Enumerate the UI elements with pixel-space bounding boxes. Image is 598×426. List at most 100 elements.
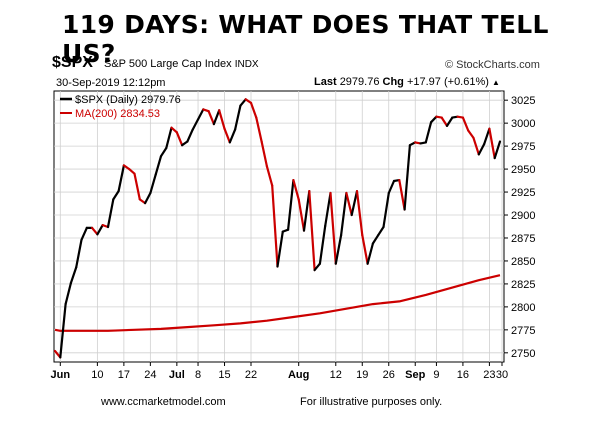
price-segment-up bbox=[239, 98, 247, 107]
last-value: 2979.76 bbox=[339, 76, 380, 88]
price-segment-up bbox=[154, 155, 163, 176]
price-segment-up bbox=[334, 234, 343, 265]
legend-label-ma: MA(200) 2834.53 bbox=[75, 108, 160, 120]
price-segment-up bbox=[382, 191, 390, 229]
x-tick-label: Sep bbox=[405, 369, 425, 381]
legend-label-price: $SPX (Daily) 2979.76 bbox=[75, 94, 181, 106]
ma200-line bbox=[54, 274, 501, 332]
series-layer bbox=[53, 98, 502, 359]
price-segment-down bbox=[271, 184, 279, 268]
grid-lines bbox=[54, 91, 504, 362]
price-segment-up bbox=[144, 191, 152, 205]
y-tick-label: 3025 bbox=[511, 95, 535, 107]
price-segment-up bbox=[112, 190, 120, 201]
y-tick-label: 3000 bbox=[511, 118, 535, 130]
price-segment-up bbox=[75, 238, 83, 269]
price-segment-up bbox=[366, 242, 374, 265]
footer-website: www.ccmarketmodel.com bbox=[101, 396, 226, 408]
price-segment-up bbox=[96, 224, 104, 236]
y-tick-label: 2950 bbox=[511, 164, 535, 176]
price-segment-down bbox=[265, 165, 274, 187]
x-tick-label: 24 bbox=[144, 369, 156, 381]
chg-value: +17.97 (+0.61%) bbox=[406, 76, 489, 88]
price-segment-up bbox=[313, 262, 321, 272]
price-segment-down bbox=[472, 136, 480, 156]
price-segment-up bbox=[159, 146, 168, 158]
footer-disclaimer: For illustrative purposes only. bbox=[300, 396, 443, 408]
price-segment-up bbox=[340, 191, 348, 237]
price-segment-down bbox=[170, 126, 178, 134]
y-tick-label: 2875 bbox=[511, 233, 535, 245]
price-segment-down bbox=[361, 234, 369, 265]
price-segment-up bbox=[430, 115, 438, 124]
price-segment-up bbox=[350, 190, 359, 217]
price-segment-up bbox=[234, 104, 242, 131]
price-segment-down bbox=[133, 172, 141, 201]
price-segment-up bbox=[69, 266, 78, 285]
price-segment-down bbox=[461, 116, 470, 132]
index-tag: INDX bbox=[234, 59, 259, 70]
price-segment-up bbox=[228, 128, 237, 144]
price-segment-up bbox=[191, 118, 200, 131]
x-tick-label: Jun bbox=[51, 369, 71, 381]
price-segment-up bbox=[324, 191, 332, 228]
price-segment-down bbox=[90, 226, 99, 236]
price-segment-down bbox=[467, 129, 475, 139]
y-tick-label: 2800 bbox=[511, 302, 535, 314]
price-segment-up bbox=[387, 179, 396, 195]
price-segment-up bbox=[196, 108, 205, 121]
x-tick-label: 26 bbox=[383, 369, 395, 381]
price-segment-down bbox=[345, 191, 353, 217]
price-segment-up bbox=[302, 190, 311, 232]
price-segment-down bbox=[329, 191, 337, 265]
price-segment-up bbox=[483, 127, 491, 146]
ticker-symbol: $SPX bbox=[52, 54, 93, 71]
price-segment-down bbox=[488, 127, 496, 160]
legend: $SPX (Daily) 2979.76 MA(200) 2834.53 bbox=[60, 94, 181, 120]
stockcharts-watermark: © StockCharts.com bbox=[445, 59, 540, 71]
price-segment-up bbox=[287, 179, 295, 231]
y-tick-label: 2850 bbox=[511, 256, 535, 268]
price-segment-up bbox=[80, 226, 88, 241]
x-tick-label: Jul bbox=[169, 369, 185, 381]
x-tick-label: 15 bbox=[218, 369, 230, 381]
price-segment-up bbox=[186, 128, 194, 143]
x-tick-label: 12 bbox=[330, 369, 342, 381]
price-segment-up bbox=[477, 143, 486, 156]
price-segment-down bbox=[297, 198, 306, 232]
y-axis: 2750 2775 2800 2825 2850 2875 2900 2925 2950 2975… bbox=[504, 95, 535, 360]
x-tick-label: 10 bbox=[91, 369, 103, 381]
x-tick-label: Aug bbox=[288, 369, 309, 381]
y-tick-label: 2825 bbox=[511, 279, 535, 291]
price-segment-up bbox=[318, 224, 327, 265]
price-segment-down bbox=[355, 190, 364, 237]
x-tick-label: 23 bbox=[483, 369, 495, 381]
price-segment-down bbox=[255, 116, 263, 143]
price-segment-down bbox=[308, 190, 316, 272]
x-tick-label: 17 bbox=[118, 369, 130, 381]
price-segment-down bbox=[249, 101, 258, 119]
price-segment-down bbox=[218, 109, 226, 130]
x-tick-label: 30 bbox=[496, 369, 508, 381]
y-tick-label: 2750 bbox=[511, 348, 535, 360]
price-segment-up bbox=[212, 109, 221, 126]
plot-frame bbox=[53, 90, 505, 363]
x-tick-label: 8 bbox=[195, 369, 201, 381]
index-name: S&P 500 Large Cap Index INDX bbox=[104, 58, 259, 70]
chart-datetime: 30-Sep-2019 12:12pm bbox=[56, 77, 166, 89]
price-segment-down bbox=[175, 131, 184, 147]
price-segment-down bbox=[440, 116, 449, 128]
x-tick-label: 22 bbox=[245, 369, 257, 381]
price-segment-up bbox=[59, 303, 67, 359]
price-segment-up bbox=[371, 234, 380, 245]
quote-summary: Last 2979.76 Chg +17.97 (+0.61%) ▲ bbox=[314, 76, 500, 88]
price-segment-up bbox=[276, 230, 284, 268]
price-segment-down bbox=[207, 110, 215, 126]
y-tick-label: 2900 bbox=[511, 210, 535, 222]
up-arrow-icon: ▲ bbox=[491, 78, 500, 87]
price-segment-up bbox=[403, 144, 411, 211]
x-tick-label: 16 bbox=[457, 369, 469, 381]
chg-label: Chg bbox=[382, 76, 404, 88]
price-segment-up bbox=[64, 281, 73, 306]
